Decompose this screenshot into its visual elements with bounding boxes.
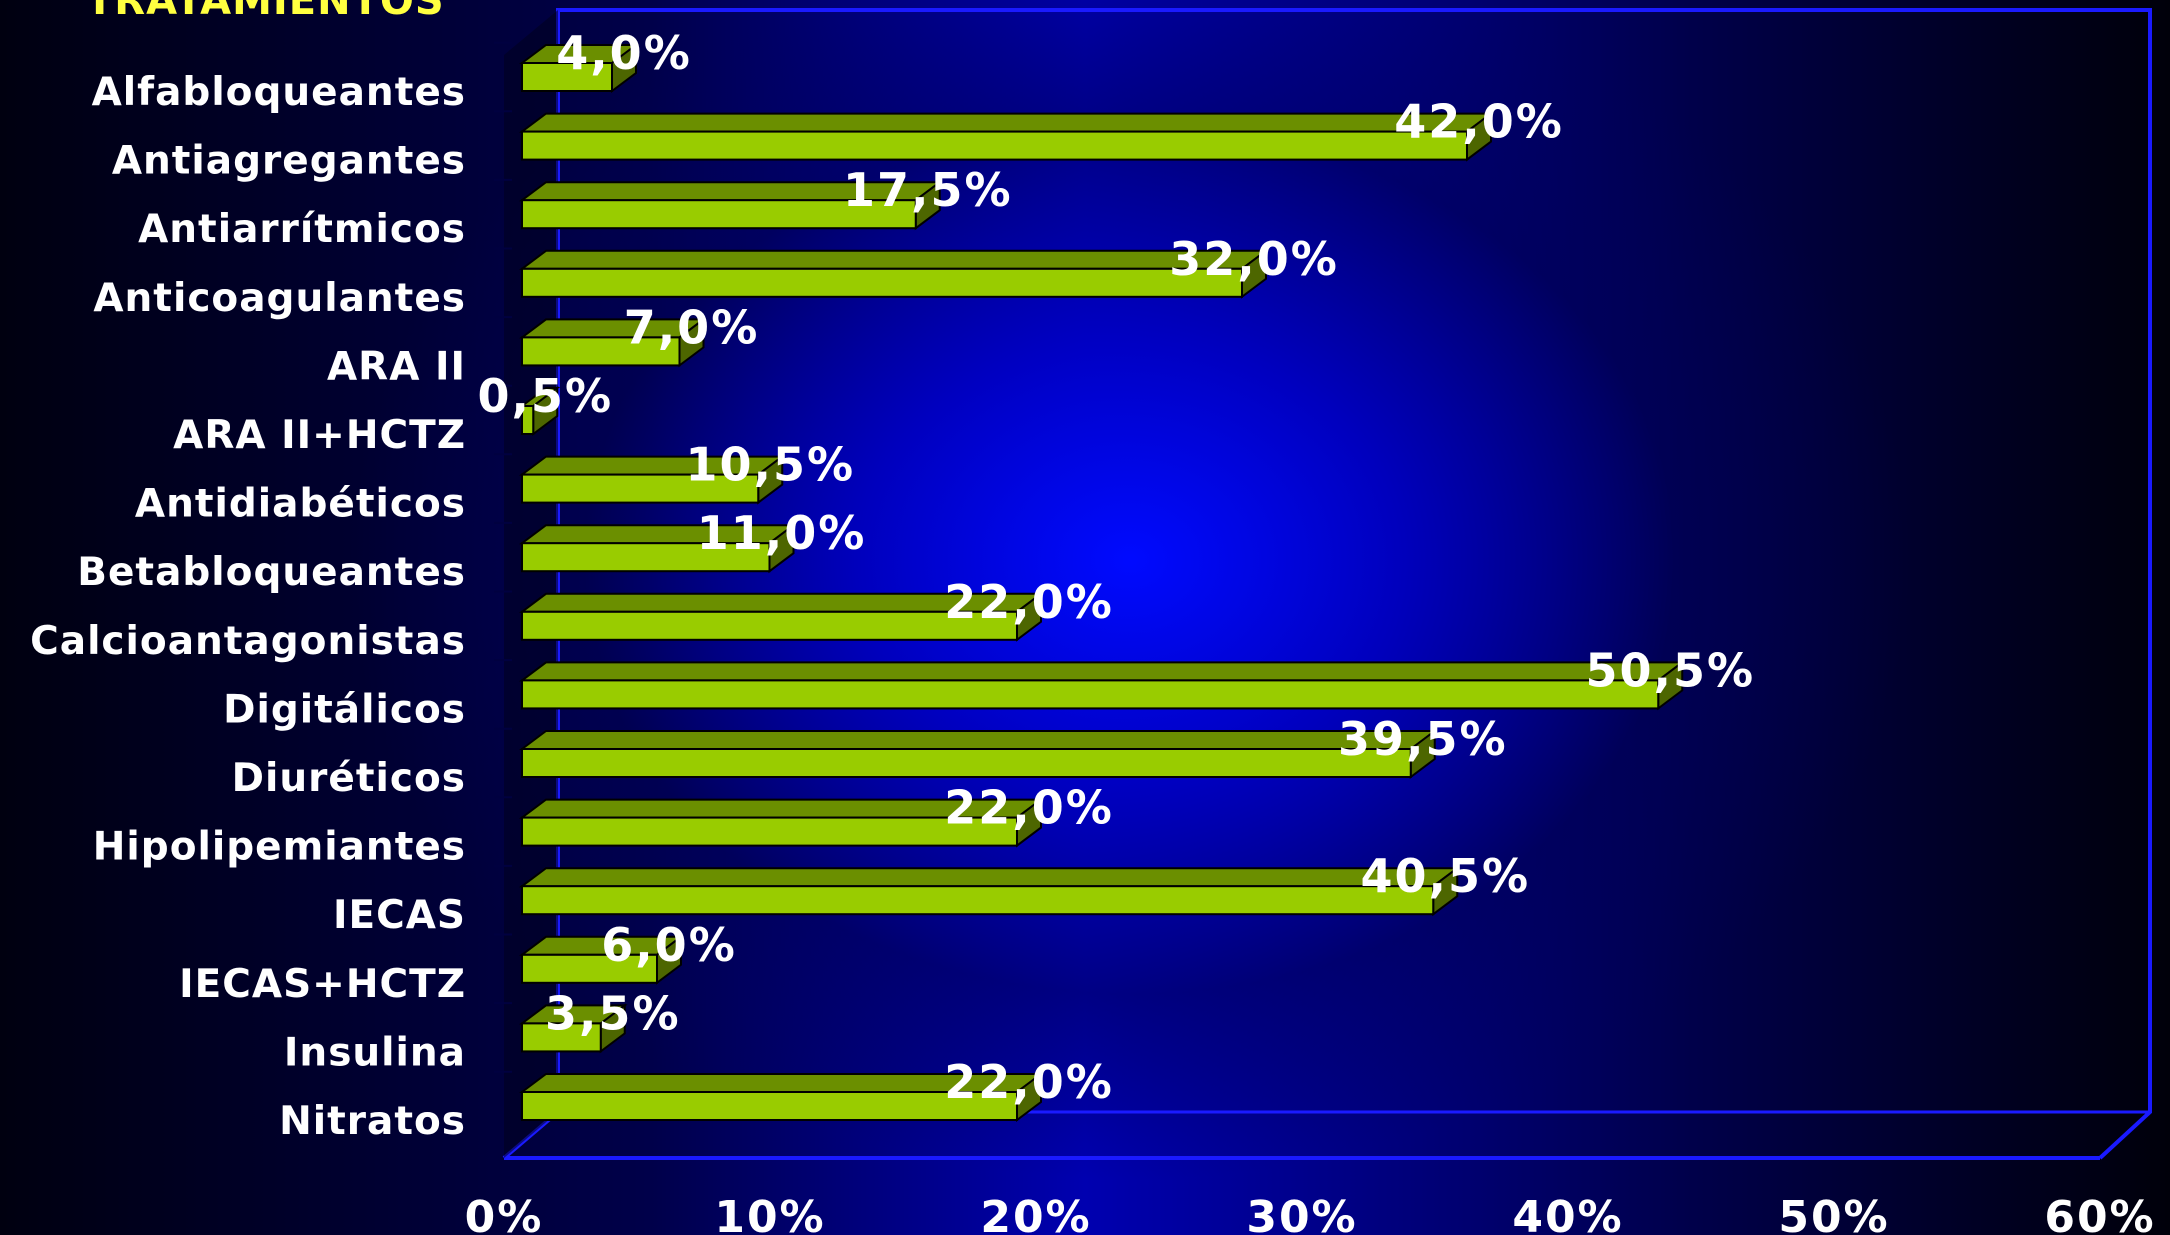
bar-front-face	[521, 610, 1018, 641]
bar-front-face	[521, 816, 1018, 847]
bar-value-label: 6,0%	[601, 918, 737, 972]
category-label: Betabloqueantes	[77, 550, 466, 595]
category-label: Alfabloqueantes	[92, 70, 466, 115]
category-label: Insulina	[284, 1030, 466, 1075]
bar-front-face	[521, 473, 760, 504]
bar-value-label: 22,0%	[944, 575, 1114, 629]
category-label: Anticoagulantes	[93, 276, 466, 321]
bar-front-face	[521, 1091, 1018, 1121]
x-tick-label: 10%	[714, 1192, 825, 1235]
bar	[519, 454, 786, 505]
bar-front-face	[521, 405, 535, 435]
bar	[519, 866, 1461, 917]
bar-top-face	[519, 730, 1438, 750]
bar	[519, 386, 561, 436]
bar	[519, 591, 1044, 642]
bar	[519, 1072, 1044, 1122]
bar-value-label: 10,5%	[685, 438, 855, 492]
bar-front-face	[521, 336, 681, 367]
bar-front-face	[521, 62, 613, 92]
bar-value-label: 0,5%	[477, 369, 613, 423]
bar	[519, 523, 797, 574]
bar	[519, 934, 684, 985]
category-label: Antiarrítmicos	[138, 207, 466, 252]
bar-value-label: 40,5%	[1360, 849, 1530, 903]
x-tick-label: 40%	[1512, 1192, 1623, 1235]
bar-value-label: 11,0%	[697, 506, 867, 560]
category-labels: Alfabloqueantes Antiagregantes Antiarrítmi…	[30, 70, 466, 1144]
bar-front-face	[521, 130, 1468, 161]
value-labels: 4,0% 42,0% 17,5% 32,0% 7,0%0,5% 10,5% 11,0% 22,…	[477, 26, 1755, 1109]
bar-front-face	[521, 199, 917, 230]
category-label: Diuréticos	[232, 756, 466, 801]
bar-front-face	[521, 679, 1660, 710]
chart-title: TRATAMIENTOS	[86, 0, 445, 24]
category-label: Antidiabéticos	[135, 482, 466, 527]
x-tick-label: 30%	[1246, 1192, 1357, 1235]
bar-top-face	[519, 661, 1686, 682]
bar-value-label: 50,5%	[1585, 643, 1755, 697]
x-tick-label: 20%	[980, 1192, 1091, 1235]
category-label: ARA II+HCTZ	[173, 413, 466, 458]
bar	[519, 180, 943, 231]
bar-front-face	[521, 267, 1243, 298]
bar-top-face	[519, 112, 1494, 133]
bar-value-label: 17,5%	[843, 163, 1013, 217]
bar-front-face	[521, 542, 771, 573]
category-label: Antiagregantes	[112, 139, 466, 184]
bar-value-label: 7,0%	[624, 300, 760, 354]
bar	[519, 317, 707, 368]
x-tick-label: 50%	[1778, 1192, 1889, 1235]
category-label: Nitratos	[279, 1099, 466, 1144]
bar-top-face	[519, 867, 1461, 888]
bar	[519, 729, 1438, 779]
bar-value-label: 22,0%	[944, 781, 1114, 835]
bar-front-face	[521, 748, 1412, 778]
bars-group	[518, 43, 1686, 1122]
bar-front-face	[521, 953, 658, 984]
x-axis-ticks: 0% 10% 20% 30% 40% 50% 60%	[465, 1192, 2155, 1235]
bar	[519, 797, 1044, 848]
x-tick-label: 60%	[2044, 1192, 2155, 1235]
bar-value-label: 22,0%	[944, 1055, 1114, 1109]
category-label: ARA II	[327, 344, 466, 389]
bar-value-label: 32,0%	[1169, 232, 1339, 286]
bar	[519, 111, 1494, 162]
x-tick-label: 0%	[465, 1192, 544, 1235]
bar-value-label: 39,5%	[1338, 712, 1508, 766]
bar-top-face	[518, 249, 1270, 270]
category-label: Calcioantagonistas	[30, 619, 466, 664]
bar	[519, 660, 1686, 711]
bar-front-face	[521, 885, 1435, 916]
bar-value-label: 3,5%	[545, 986, 681, 1040]
bar	[518, 248, 1270, 299]
category-label: IECAS	[333, 893, 466, 938]
bar	[519, 1003, 628, 1054]
bar-front-face	[521, 1022, 602, 1053]
bar	[519, 43, 639, 93]
bar-value-label: 4,0%	[556, 26, 692, 80]
category-label: Digitálicos	[223, 687, 466, 732]
category-label: IECAS+HCTZ	[179, 962, 466, 1007]
category-label: Hipolipemiantes	[93, 825, 466, 870]
bar-value-label: 42,0%	[1394, 95, 1564, 149]
